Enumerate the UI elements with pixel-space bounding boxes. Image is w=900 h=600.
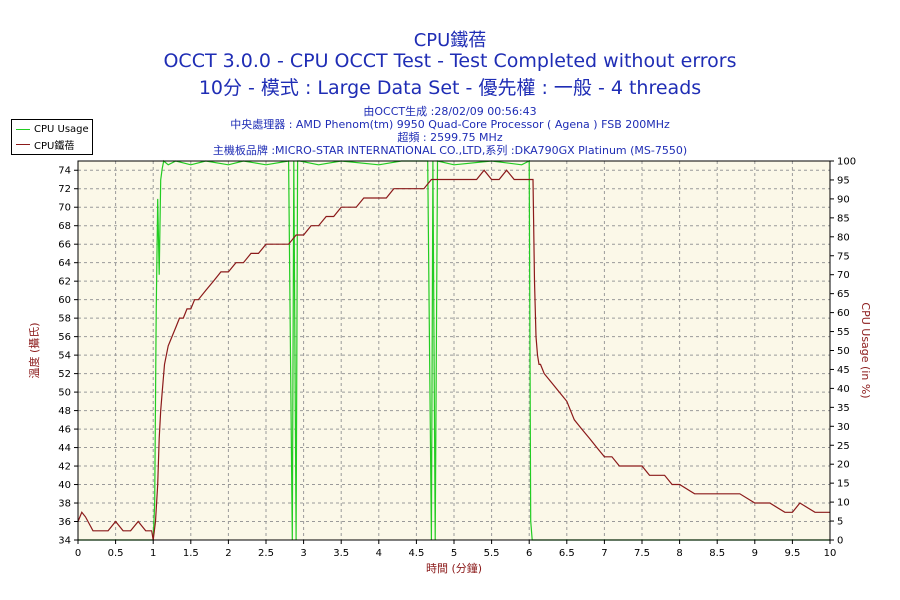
y-right-tick-label: 25	[837, 441, 850, 452]
y-right-tick-label: 55	[837, 327, 850, 338]
x-tick-label: 3	[300, 548, 306, 559]
y-right-tick-label: 95	[837, 175, 850, 186]
plot-area	[78, 161, 830, 540]
legend-label-cpu-temp: CPU鐵蓓	[34, 140, 75, 152]
y-left-tick-label: 34	[58, 536, 71, 547]
x-tick-label: 6.5	[559, 548, 575, 559]
x-tick-label: 4.5	[408, 548, 424, 559]
y-right-tick-label: 100	[837, 157, 856, 168]
y-left-tick-label: 66	[58, 240, 71, 251]
x-tick-label: 6	[526, 548, 532, 559]
y-right-tick-label: 30	[837, 422, 850, 433]
info-generated: 由OCCT生成 :28/02/09 00:56:43	[363, 105, 537, 118]
y-left-tick-label: 56	[58, 332, 71, 343]
x-tick-label: 0.5	[108, 548, 124, 559]
y-left-tick-label: 36	[58, 517, 71, 528]
y-left-tick-label: 44	[58, 443, 71, 454]
x-axis-label: 時間 (分鐘)	[426, 561, 482, 575]
y-right-tick-label: 80	[837, 232, 850, 243]
y-left-tick-label: 38	[58, 499, 71, 510]
y-right-tick-label: 40	[837, 384, 850, 395]
x-tick-label: 8.5	[709, 548, 725, 559]
y-left-tick-label: 72	[58, 184, 71, 195]
x-tick-label: 2	[225, 548, 231, 559]
y-right-tick-label: 85	[837, 213, 850, 224]
chart-title: CPU鐵蓓	[413, 30, 487, 51]
x-tick-label: 2.5	[258, 548, 274, 559]
y-left-tick-label: 46	[58, 425, 71, 436]
y-right-tick-label: 5	[837, 517, 843, 528]
chart-subtitle-mode: 10分 - 模式 : Large Data Set - 優先權 : 一般 - 4…	[198, 77, 702, 99]
y-right-tick-label: 15	[837, 479, 850, 490]
y-right-tick-label: 0	[837, 536, 843, 547]
x-tick-label: 7.5	[634, 548, 650, 559]
y-left-tick-label: 68	[58, 221, 71, 232]
y-right-tick-label: 20	[837, 460, 850, 471]
x-tick-label: 3.5	[333, 548, 349, 559]
y-left-tick-label: 52	[58, 369, 71, 380]
legend-item-cpu-usage: CPU Usage	[16, 123, 89, 135]
info-motherboard: 主機板品牌 :MICRO-STAR INTERNATIONAL CO.,LTD,…	[212, 144, 688, 157]
series-line-cpu-temp	[77, 169, 830, 541]
x-tick-label: 8	[676, 548, 682, 559]
y-right-tick-label: 35	[837, 403, 850, 414]
y-left-tick-label: 70	[58, 203, 71, 214]
info-cpu: 中央處理器 : AMD Phenom(tm) 9950 Quad-Core Pr…	[230, 118, 670, 131]
x-tick-label: 5	[451, 548, 457, 559]
y-right-tick-label: 50	[837, 346, 850, 357]
x-tick-label: 5.5	[484, 548, 500, 559]
legend: CPU Usage CPU鐵蓓	[11, 119, 93, 155]
x-tick-label: 7	[601, 548, 607, 559]
x-tick-label: 9	[752, 548, 758, 559]
x-tick-label: 4	[376, 548, 382, 559]
legend-item-cpu-temp: CPU鐵蓓	[16, 138, 75, 152]
y-right-tick-label: 75	[837, 251, 850, 262]
legend-swatch-cpu-usage	[16, 128, 30, 130]
y-left-tick-label: 54	[58, 351, 71, 362]
y-right-tick-label: 90	[837, 194, 850, 205]
x-tick-label: 1	[150, 548, 156, 559]
y-left-tick-label: 62	[58, 277, 71, 288]
y-left-tick-label: 50	[58, 388, 71, 399]
x-tick-label: 10	[824, 548, 837, 559]
y-right-tick-label: 70	[837, 270, 850, 281]
y-right-axis-label: CPU Usage (in %)	[859, 302, 872, 398]
x-tick-label: 1.5	[183, 548, 199, 559]
y-left-tick-label: 74	[58, 166, 71, 177]
y-left-tick-label: 48	[58, 406, 71, 417]
legend-label-cpu-usage: CPU Usage	[34, 123, 89, 135]
y-left-tick-label: 58	[58, 314, 71, 325]
x-tick-label: 0	[75, 548, 81, 559]
y-left-tick-label: 42	[58, 462, 71, 473]
y-left-tick-label: 40	[58, 480, 71, 491]
y-right-tick-label: 10	[837, 498, 850, 509]
y-right-tick-label: 65	[837, 289, 850, 300]
legend-swatch-cpu-temp	[16, 143, 30, 145]
y-left-tick-label: 60	[58, 295, 71, 306]
chart-subtitle-test: OCCT 3.0.0 - CPU OCCT Test - Test Comple…	[163, 50, 737, 72]
y-left-tick-label: 64	[58, 258, 71, 269]
info-clock: 超頻 : 2599.75 MHz	[397, 131, 503, 144]
y-right-tick-label: 45	[837, 365, 850, 376]
y-left-axis-label: 溫度 (攝氏)	[27, 322, 41, 378]
y-right-tick-label: 60	[837, 308, 850, 319]
x-tick-label: 9.5	[784, 548, 800, 559]
